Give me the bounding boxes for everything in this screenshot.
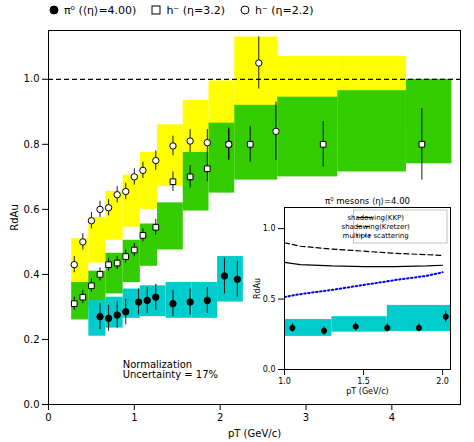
html-text:h⁻ (η=2.2): h⁻ (η=2.2) (254, 3, 314, 17)
svg-text:RdAu: RdAu (253, 278, 262, 299)
svg-text:1.0: 1.0 (24, 73, 40, 84)
svg-text:0: 0 (45, 412, 51, 423)
svg-text:shadowing(KKP): shadowing(KKP) (347, 214, 404, 222)
svg-text:pT (GeV/c): pT (GeV/c) (346, 387, 388, 396)
svg-text:NormalizationUncertainty = 17%: NormalizationUncertainty = 17% (123, 359, 218, 380)
svg-text:0.4: 0.4 (24, 269, 40, 280)
svg-text:0.0: 0.0 (24, 399, 40, 410)
svg-text:2: 2 (217, 412, 223, 423)
svg-text:1: 1 (131, 412, 137, 423)
svg-text:1.5: 1.5 (357, 377, 370, 386)
svg-text:RdAu: RdAu (9, 204, 20, 230)
svg-text:pT (GeV/c): pT (GeV/c) (228, 428, 281, 439)
html-text:h⁻ (η=3.2): h⁻ (η=3.2) (166, 3, 225, 17)
svg-text:0.6: 0.6 (24, 204, 40, 215)
svg-text:2.0: 2.0 (436, 377, 449, 386)
svg-text:0.2: 0.2 (24, 334, 40, 345)
svg-text:shadowing(Kretzer): shadowing(Kretzer) (341, 223, 410, 231)
svg-text:0.8: 0.8 (24, 139, 40, 150)
svg-text:π⁰ mesons ⟨η⟩=4.00: π⁰ mesons ⟨η⟩=4.00 (325, 196, 410, 206)
svg-text:1.0: 1.0 (278, 377, 291, 386)
svg-text:3: 3 (303, 412, 309, 423)
html-text:π⁰ (⟨η⟩=4.00): π⁰ (⟨η⟩=4.00) (64, 3, 137, 17)
svg-text:multiple scattering: multiple scattering (343, 232, 409, 240)
svg-text:4: 4 (389, 412, 395, 423)
svg-text:0.5: 0.5 (263, 295, 276, 304)
svg-text:0.0: 0.0 (263, 365, 276, 374)
svg-text:1.0: 1.0 (263, 224, 276, 233)
